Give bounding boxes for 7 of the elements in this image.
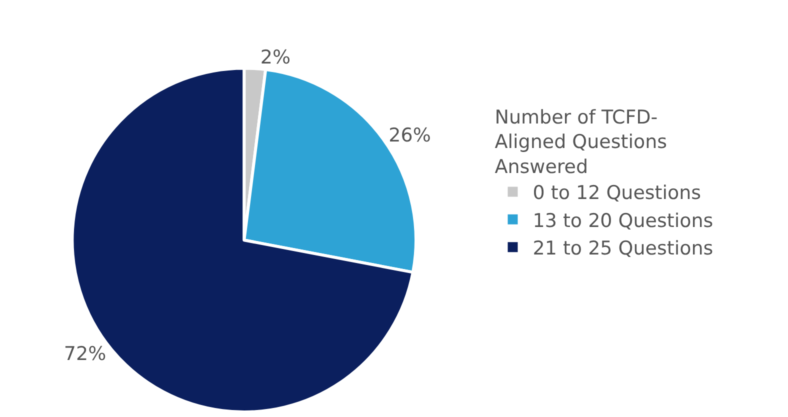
legend-label: 13 to 20 Questions <box>532 210 714 232</box>
legend-title: Number of TCFD-Aligned Questions Answered <box>494 106 668 178</box>
legend-label: 0 to 12 Questions <box>532 182 702 204</box>
data-label: 72% <box>64 343 106 366</box>
legend-label: 21 to 25 Questions <box>532 238 714 260</box>
data-label: 26% <box>388 124 431 146</box>
data-label: 2% <box>260 46 291 69</box>
